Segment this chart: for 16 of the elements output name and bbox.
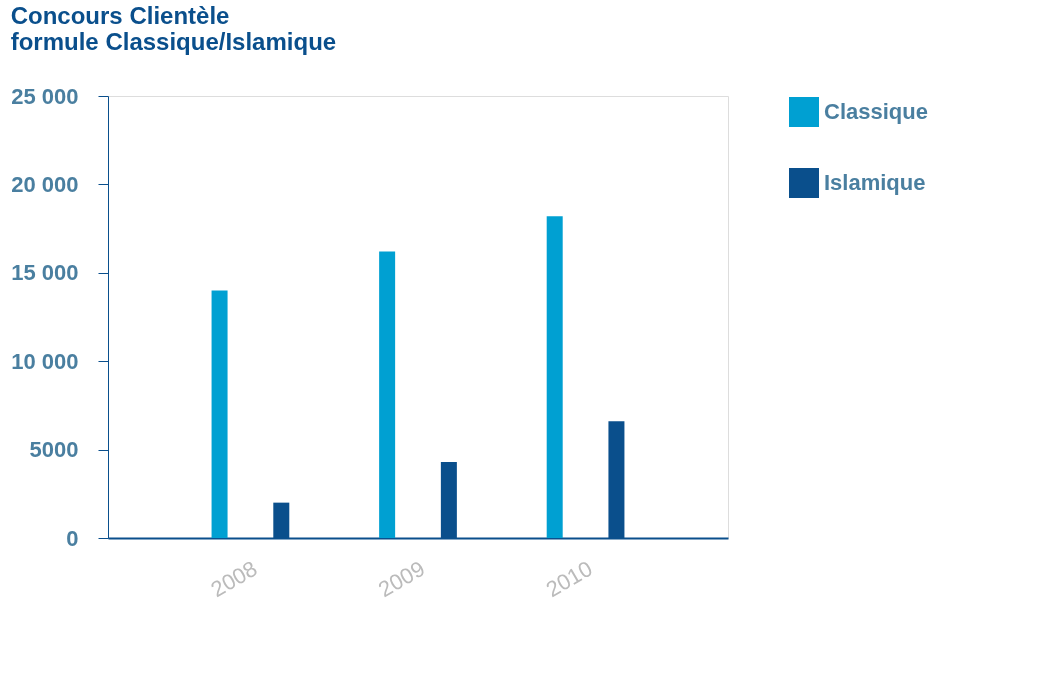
bar [211, 290, 228, 538]
y-tick-label: 0 [66, 525, 79, 551]
text: formule Classique/Islamique [10, 28, 337, 55]
legend-label: Islamique [824, 170, 926, 195]
y-tick-label: 15 000 [11, 260, 79, 286]
x-tick-label: 2009 [374, 555, 429, 603]
y-tick-label: 10 000 [11, 348, 79, 374]
bar [379, 251, 396, 538]
legend-label: Classique [824, 99, 928, 124]
y-tick-label: 25 000 [11, 83, 79, 109]
bar [546, 216, 563, 538]
x-tick-label: 2010 [541, 555, 597, 603]
y-tick-label: 5000 [29, 437, 79, 463]
text: Concours Clientèle [10, 2, 230, 29]
y-tick-label: 20 000 [11, 171, 79, 197]
x-tick-label: 2008 [206, 555, 262, 603]
